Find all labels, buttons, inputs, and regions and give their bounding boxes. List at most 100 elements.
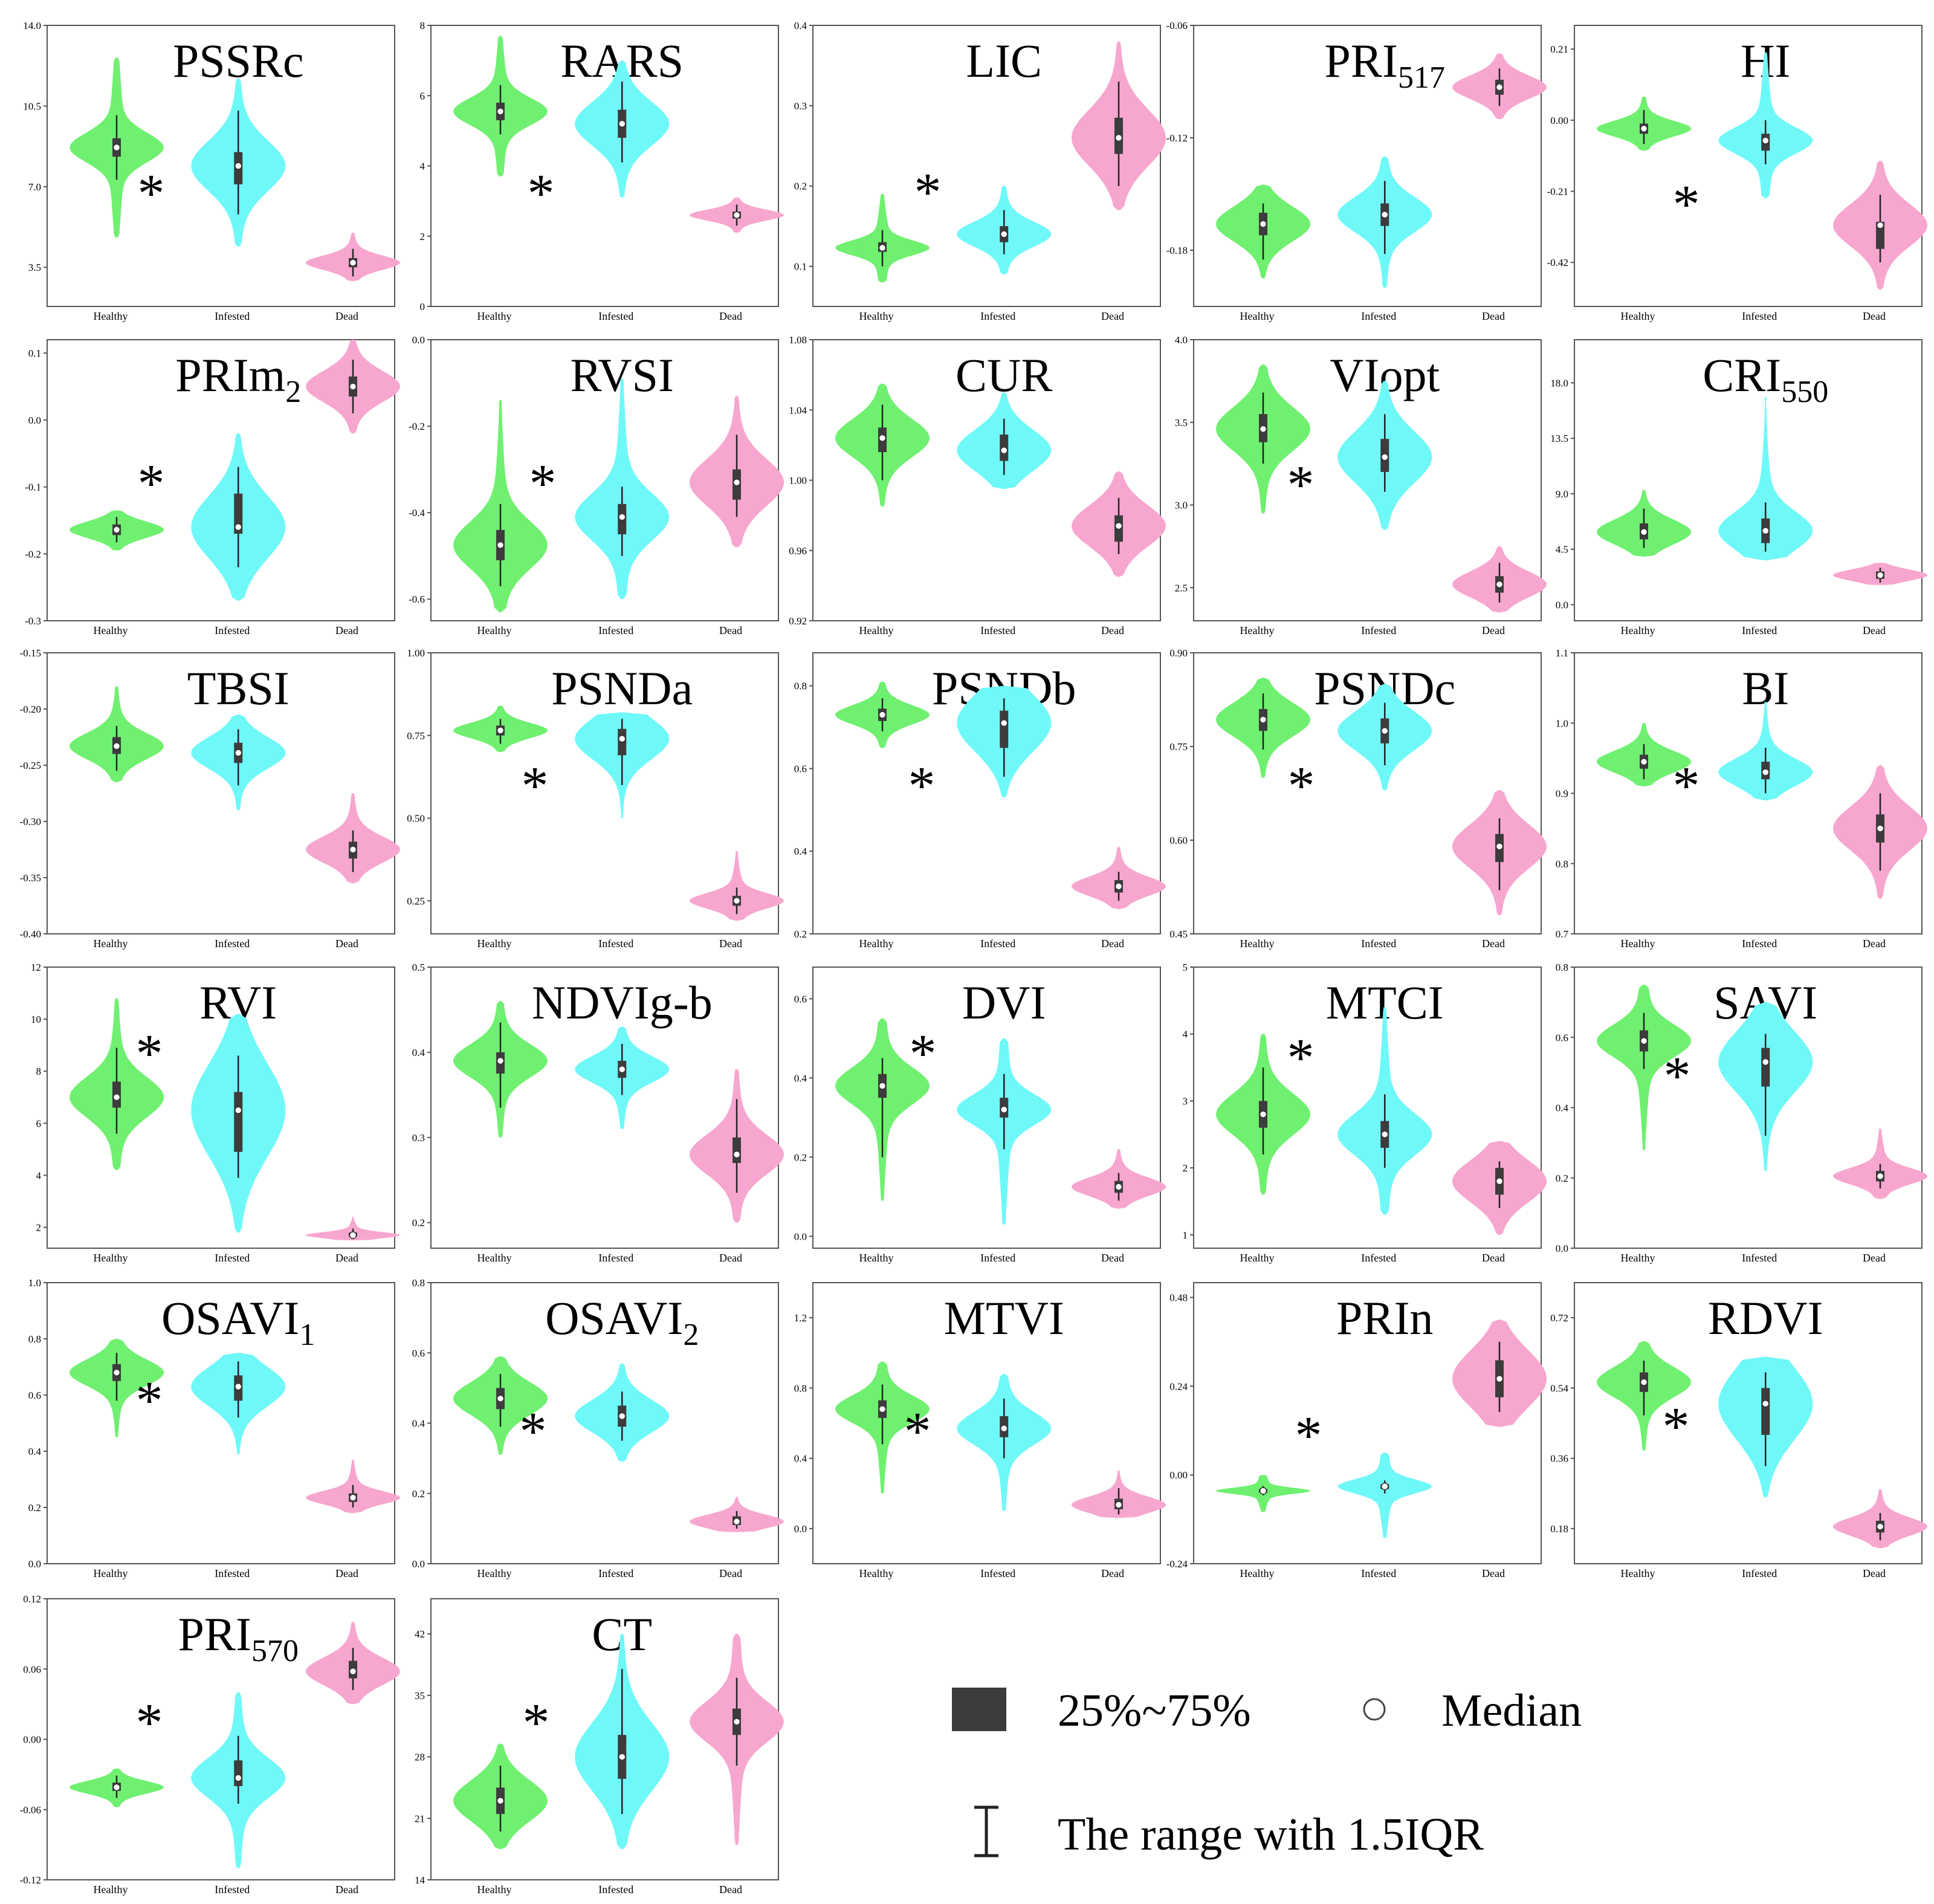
x-category-label: Dead [1863,310,1886,322]
y-tick-label: 14 [415,1874,425,1886]
y-tick-label: 0.8 [794,681,807,692]
y-tick-label: -0.2 [409,421,425,432]
violin-healthy [70,1339,164,1437]
median-marker [349,1231,357,1239]
x-category-label: Healthy [94,1883,128,1896]
y-tick-label: 0.9 [1556,788,1568,800]
y-tick-label: 0.4 [28,1446,42,1457]
panel-title: TBSI [187,662,289,714]
violin-body [1337,1452,1432,1538]
x-category-label: Healthy [94,1252,128,1264]
violin-dead [1072,41,1166,210]
significance-star: * [1663,1397,1690,1457]
y-tick-label: 0.54 [1550,1382,1568,1394]
panel-frame [812,967,1161,1249]
x-category-label: Infested [598,310,633,322]
y-tick-label: 0.25 [407,895,425,907]
violin-infested [191,714,286,811]
y-tick-label: 0.2 [794,1151,807,1163]
median-marker [618,1065,626,1073]
panel-pssrc: 14.0 10.5 7.0 3.5 PSSRc Healthy Infested Dead * [23,20,400,322]
y-tick-label: 0.1 [28,348,41,359]
x-category-label: Healthy [1240,310,1275,322]
y-tick-label: -0.42 [1547,257,1568,268]
panel-title: PSSRc [173,34,304,87]
significance-star: * [1287,1028,1315,1088]
y-tick-label: 0.72 [1550,1312,1568,1324]
median-marker [1000,1424,1008,1433]
x-category-label: Healthy [1240,624,1275,636]
y-tick-label: 1.00 [407,647,425,659]
median-marker [496,1796,505,1805]
y-tick-label: 0.00 [23,1734,41,1746]
y-tick-label: 0.5 [412,962,425,973]
legend-median-label: Median [1441,1685,1582,1736]
y-tick-label: 28 [415,1752,425,1763]
median-marker [1495,1177,1504,1185]
y-tick-label: -0.2 [25,548,41,560]
significance-star: * [914,163,942,222]
x-category-label: Healthy [1240,1567,1275,1579]
iqr-box [234,493,243,534]
x-category-label: Healthy [1621,937,1655,950]
panel-title: OSAVI2 [545,1292,699,1352]
violin-healthy [1597,723,1691,786]
iqr-box [1876,221,1884,249]
x-category-label: Infested [980,1567,1015,1579]
y-tick-label: 0 [420,301,425,312]
x-category-label: Dead [1863,1252,1886,1264]
y-tick-label: 0.1 [794,261,807,273]
x-category-label: Infested [980,937,1015,950]
median-marker [1114,134,1123,142]
median-marker [234,749,242,757]
x-category-label: Dead [335,624,358,636]
x-category-label: Dead [1482,624,1505,636]
x-category-label: Dead [1863,937,1886,950]
panel-title-subscript: 2 [683,1318,699,1352]
median-marker [496,541,505,549]
violin-infested [1718,1002,1813,1171]
y-tick-label: 0.3 [794,100,807,112]
y-tick-label: 1.00 [789,475,807,487]
x-category-label: Infested [215,1883,250,1896]
x-category-label: Dead [719,624,742,636]
x-category-label: Dead [1101,310,1124,322]
violin-healthy [70,57,164,238]
violin-healthy [70,510,164,551]
panel-frame [430,1598,779,1880]
y-tick-label: -0.25 [20,760,41,771]
y-tick-label: 0.3 [412,1132,425,1144]
y-tick-label: 5 [1183,962,1188,973]
median-marker [1640,125,1648,133]
violin-healthy [835,681,930,748]
x-category-label: Healthy [859,937,894,950]
violin-healthy [835,1018,930,1201]
significance-star: * [1664,1046,1691,1106]
y-tick-label: 0.2 [28,1502,41,1514]
x-category-label: Healthy [1240,1252,1275,1264]
significance-star: * [522,756,549,816]
y-tick-label: -0.1 [25,482,41,493]
significance-star: * [904,1402,931,1462]
panel-frame [47,25,395,307]
median-marker [1495,1375,1504,1383]
y-tick-label: 2 [36,1222,42,1234]
median-marker [112,1783,121,1792]
panel-title-main: PRI [1325,34,1398,87]
x-category-label: Infested [1361,1252,1396,1264]
y-tick-label: 0.4 [794,20,807,31]
x-category-label: Infested [215,310,250,322]
y-tick-label: 0.0 [794,1523,807,1535]
violin-infested [1718,1356,1813,1498]
panel-frame [430,967,779,1249]
y-tick-label: 2 [420,231,425,242]
violin-infested [191,1353,286,1454]
median-marker [234,1774,242,1782]
x-category-label: Dead [335,1567,358,1579]
y-tick-label: -0.40 [20,928,41,940]
x-category-label: Dead [1482,1567,1505,1579]
x-category-label: Infested [598,1567,633,1579]
x-category-label: Dead [335,1883,358,1896]
violin-dead [690,396,784,548]
